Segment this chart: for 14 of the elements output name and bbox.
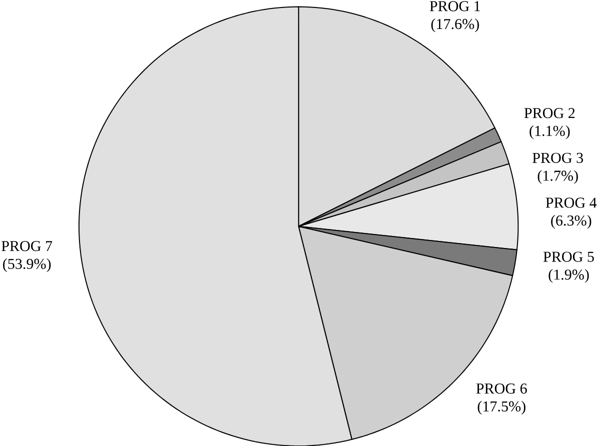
data-label: (1.7%): [538, 170, 578, 184]
slice-label: PROG 4: [546, 197, 597, 208]
slice-label: PROG 6: [476, 383, 527, 394]
slice-label: PROG 7: [2, 240, 52, 251]
data-label: (53.9%): [3, 258, 51, 272]
slice-label: PROG 3: [532, 152, 583, 163]
data-label: (17.5%): [478, 400, 526, 414]
data-label: (17.6%): [431, 18, 479, 32]
slice-label: PROG 5: [543, 251, 594, 262]
slice-label: PROG 1: [430, 0, 480, 11]
slice-label: PROG 2: [524, 108, 575, 118]
data-label: (1.1%): [530, 125, 570, 139]
data-label: (6.3%): [551, 214, 592, 228]
data-label: (1.9%): [548, 268, 589, 283]
